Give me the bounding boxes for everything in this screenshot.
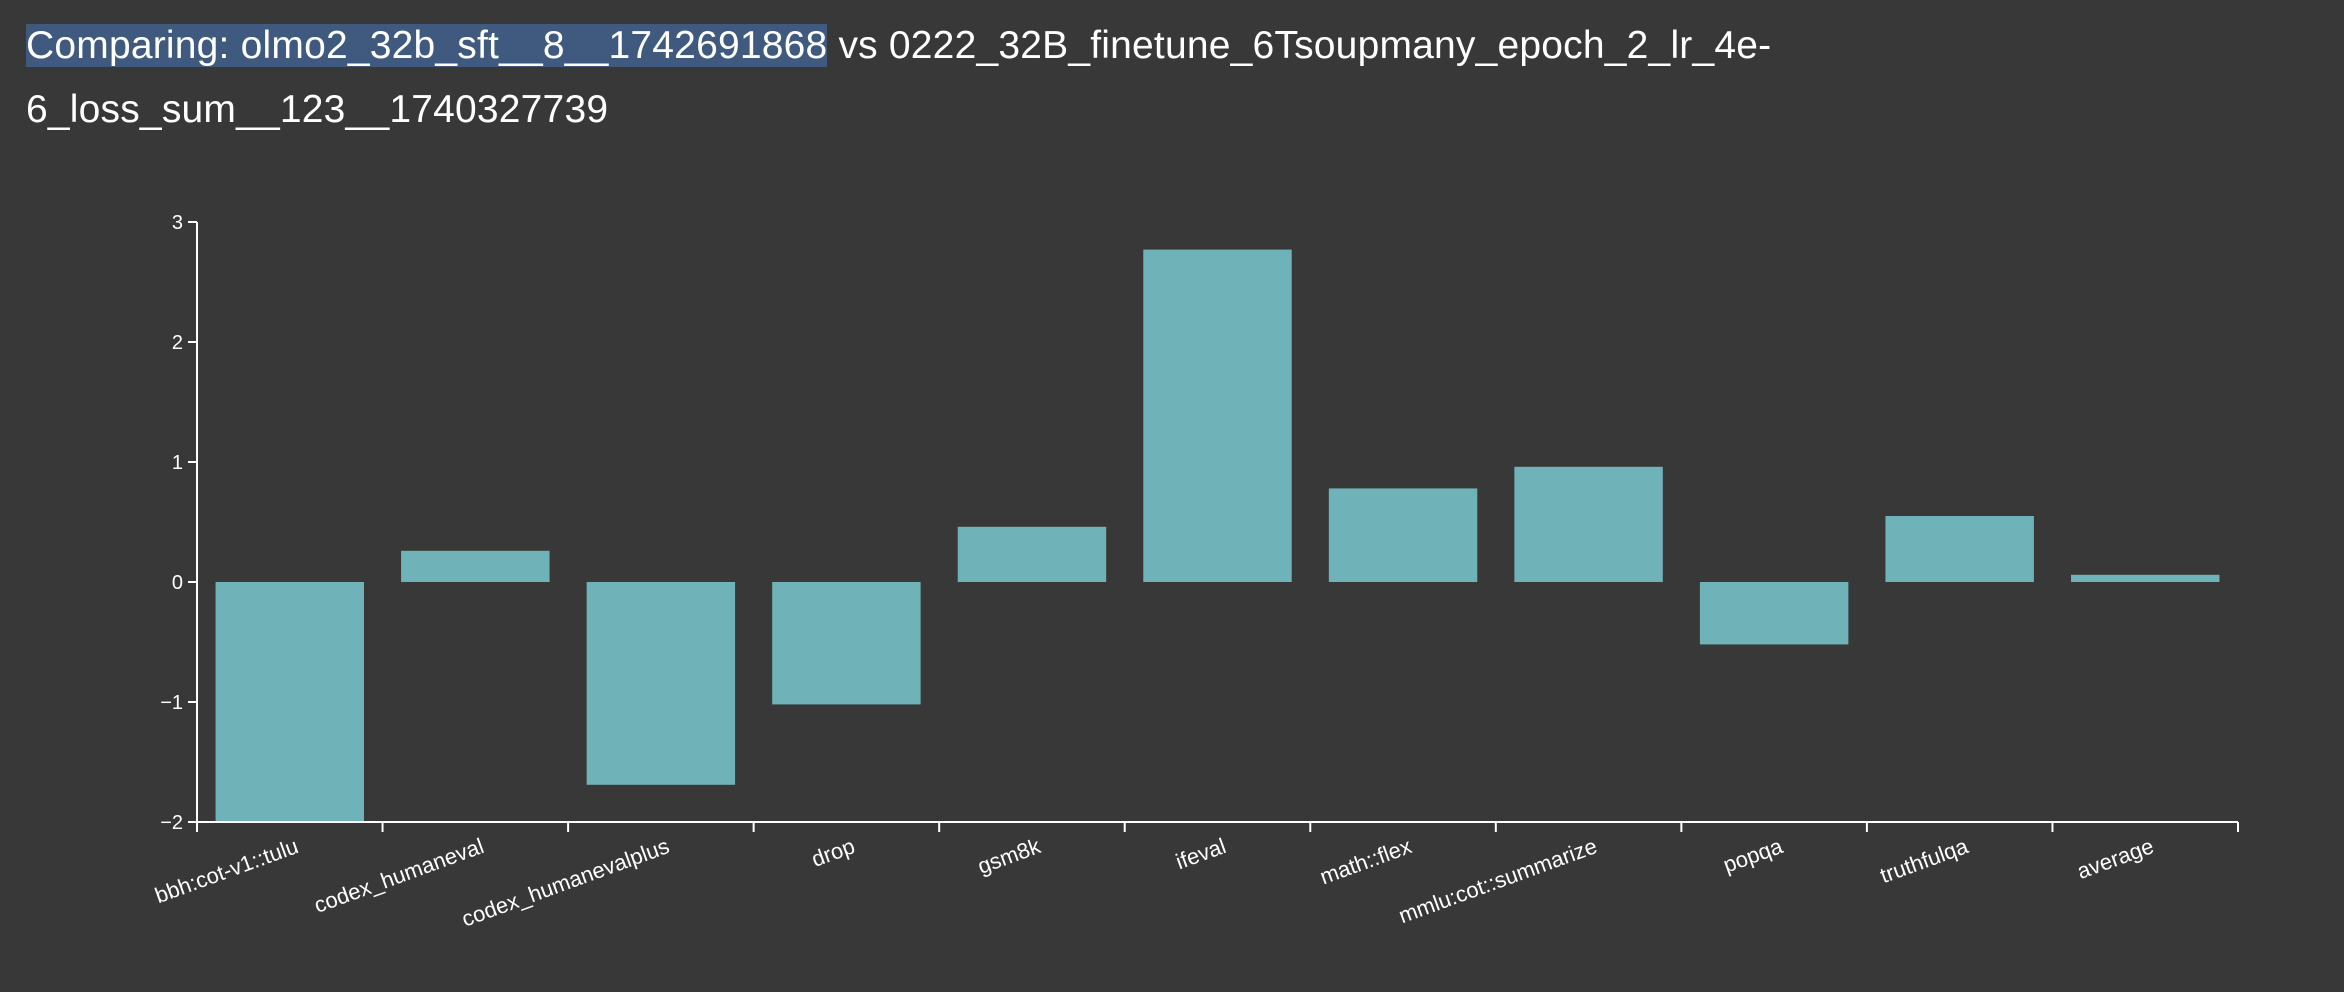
bar-codex-humanevalplus[interactable] [586, 582, 736, 785]
x-category-label: popqa [1720, 833, 1787, 878]
y-tick-label: 2 [172, 332, 183, 354]
bar-truthfulqa[interactable] [1885, 516, 2034, 582]
x-category-label: average [2074, 833, 2157, 884]
x-axis: bbh:cot-v1::tulu codex_humanevalcodex_hum… [152, 821, 2239, 932]
y-tick-label: −1 [160, 692, 183, 714]
x-category-label: codex_humaneval [311, 833, 487, 918]
y-tick-label: 0 [172, 572, 183, 594]
bar-math-flex[interactable] [1328, 488, 1478, 582]
y-axis: −2 −1 0 1 2 3 [160, 212, 198, 834]
x-category-label: bbh:cot-v1::tulu [152, 833, 302, 908]
bar-ifeval[interactable] [1143, 249, 1292, 582]
bar-codex-humaneval[interactable] [401, 550, 550, 582]
bar-bbh-cot-v1-tulu[interactable] [215, 582, 364, 822]
bar-popqa[interactable] [1699, 582, 1849, 645]
title-rest-text: vs 0222_32B_finetune_6Tsoupmany_epoch_2_… [26, 24, 1772, 131]
page-title: Comparing: olmo2_32b_sft__8__1742691868 … [26, 14, 2306, 142]
bar-mmlu-cot-summarize[interactable] [1514, 466, 1663, 582]
bar-drop[interactable] [772, 582, 921, 705]
x-category-label: drop [808, 833, 858, 872]
y-tick-label: −2 [160, 812, 183, 834]
bar-average[interactable] [2071, 574, 2220, 582]
x-category-label: math::flex [1317, 833, 1415, 889]
bar-gsm8k[interactable] [957, 526, 1107, 582]
x-category-label: mmlu:cot::summarize [1395, 833, 1600, 928]
x-category-label: ifeval [1172, 833, 1229, 874]
x-category-label: truthfulqa [1877, 833, 1972, 888]
y-tick-label: 3 [172, 212, 183, 234]
title-selected-text: Comparing: olmo2_32b_sft__8__1742691868 [26, 24, 828, 67]
y-tick-label: 1 [172, 452, 183, 474]
x-category-label: gsm8k [974, 833, 1044, 879]
bars-layer [215, 249, 2220, 822]
x-category-label: codex_humanevalplus [458, 833, 672, 931]
